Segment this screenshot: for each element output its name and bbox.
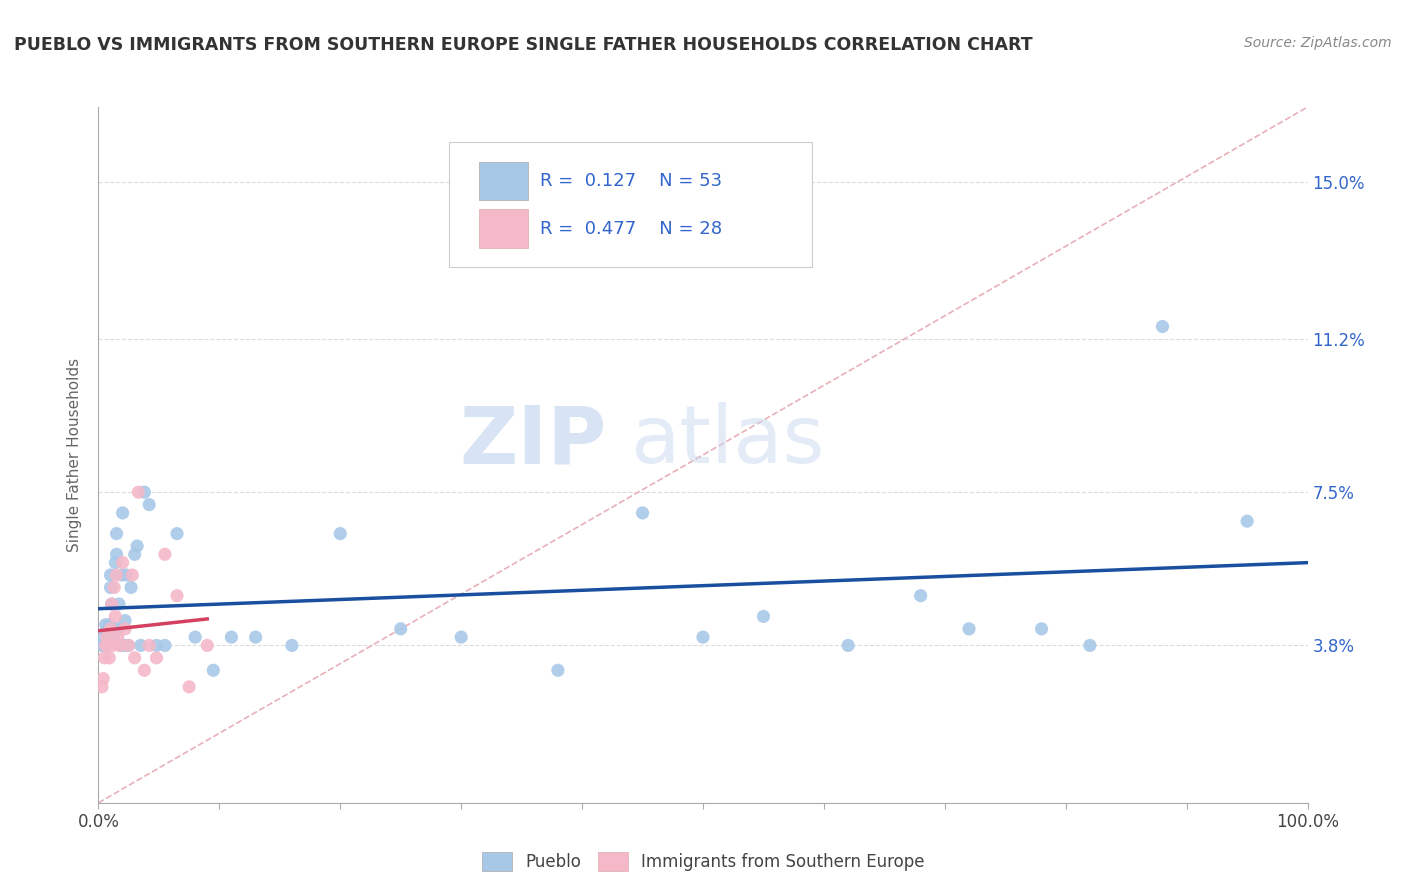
Point: [134, 663, 156, 677]
Point: [153, 547, 176, 561]
Point: [96, 630, 118, 644]
Text: R =  0.477    N = 28: R = 0.477 N = 28: [540, 219, 721, 238]
Point: [104, 609, 127, 624]
Point: [110, 568, 132, 582]
Point: [202, 663, 225, 677]
Point: [98, 617, 121, 632]
Point: [1236, 514, 1258, 528]
Point: [112, 639, 135, 653]
Point: [101, 630, 124, 644]
Point: [179, 680, 201, 694]
Point: [94, 639, 117, 653]
Point: [692, 630, 714, 644]
Point: [97, 639, 120, 653]
Point: [100, 568, 122, 582]
Point: [134, 485, 156, 500]
Point: [145, 639, 167, 653]
Point: [103, 581, 125, 595]
Point: [114, 614, 136, 628]
Point: [97, 622, 120, 636]
Point: [957, 622, 980, 636]
Point: [837, 639, 859, 653]
Point: [120, 581, 142, 595]
Point: [93, 651, 115, 665]
Point: [329, 526, 352, 541]
Text: atlas: atlas: [630, 402, 825, 480]
Point: [127, 539, 149, 553]
Point: [145, 651, 167, 665]
Point: [105, 547, 128, 561]
Point: [281, 639, 304, 653]
Point: [94, 617, 117, 632]
Point: [1078, 639, 1101, 653]
Point: [111, 506, 134, 520]
Point: [389, 622, 412, 636]
Point: [1152, 319, 1174, 334]
Point: [752, 609, 775, 624]
Point: [96, 626, 118, 640]
Point: [91, 672, 114, 686]
Point: [195, 639, 218, 653]
Bar: [479, 210, 527, 248]
Point: [124, 651, 146, 665]
Point: [115, 568, 138, 582]
Point: [121, 568, 143, 582]
Point: [184, 630, 207, 644]
Point: [103, 622, 125, 636]
Point: [114, 622, 136, 636]
Point: [93, 630, 115, 644]
Point: [127, 485, 149, 500]
Point: [166, 589, 188, 603]
Point: [105, 568, 128, 582]
Point: [138, 639, 160, 653]
Text: PUEBLO VS IMMIGRANTS FROM SOUTHERN EUROPE SINGLE FATHER HOUSEHOLDS CORRELATION C: PUEBLO VS IMMIGRANTS FROM SOUTHERN EUROP…: [14, 36, 1032, 54]
Point: [100, 581, 122, 595]
Point: [108, 597, 131, 611]
Point: [118, 639, 141, 653]
Point: [91, 639, 114, 653]
Point: [91, 639, 114, 653]
Legend: Pueblo, Immigrants from Southern Europe: Pueblo, Immigrants from Southern Europe: [475, 846, 931, 878]
Point: [245, 630, 267, 644]
Point: [111, 556, 134, 570]
Point: [138, 498, 160, 512]
Point: [105, 526, 128, 541]
Point: [91, 680, 114, 694]
Point: [104, 556, 127, 570]
Point: [153, 639, 176, 653]
Point: [98, 651, 121, 665]
Point: [107, 630, 129, 644]
Point: [631, 506, 654, 520]
Point: [129, 639, 152, 653]
Point: [166, 526, 188, 541]
Bar: [479, 162, 527, 201]
Point: [108, 639, 131, 653]
Point: [910, 589, 932, 603]
Point: [118, 639, 141, 653]
FancyBboxPatch shape: [449, 142, 811, 267]
Point: [108, 639, 131, 653]
Point: [100, 597, 122, 611]
Point: [107, 622, 129, 636]
Point: [124, 547, 146, 561]
Text: ZIP: ZIP: [458, 402, 606, 480]
Point: [547, 663, 569, 677]
Text: Source: ZipAtlas.com: Source: ZipAtlas.com: [1244, 36, 1392, 50]
Point: [450, 630, 472, 644]
Point: [101, 639, 124, 653]
Point: [221, 630, 243, 644]
Y-axis label: Single Father Households: Single Father Households: [67, 358, 83, 552]
Text: R =  0.127    N = 53: R = 0.127 N = 53: [540, 172, 721, 191]
Point: [1031, 622, 1053, 636]
Point: [100, 597, 122, 611]
Point: [100, 622, 122, 636]
Point: [97, 639, 120, 653]
